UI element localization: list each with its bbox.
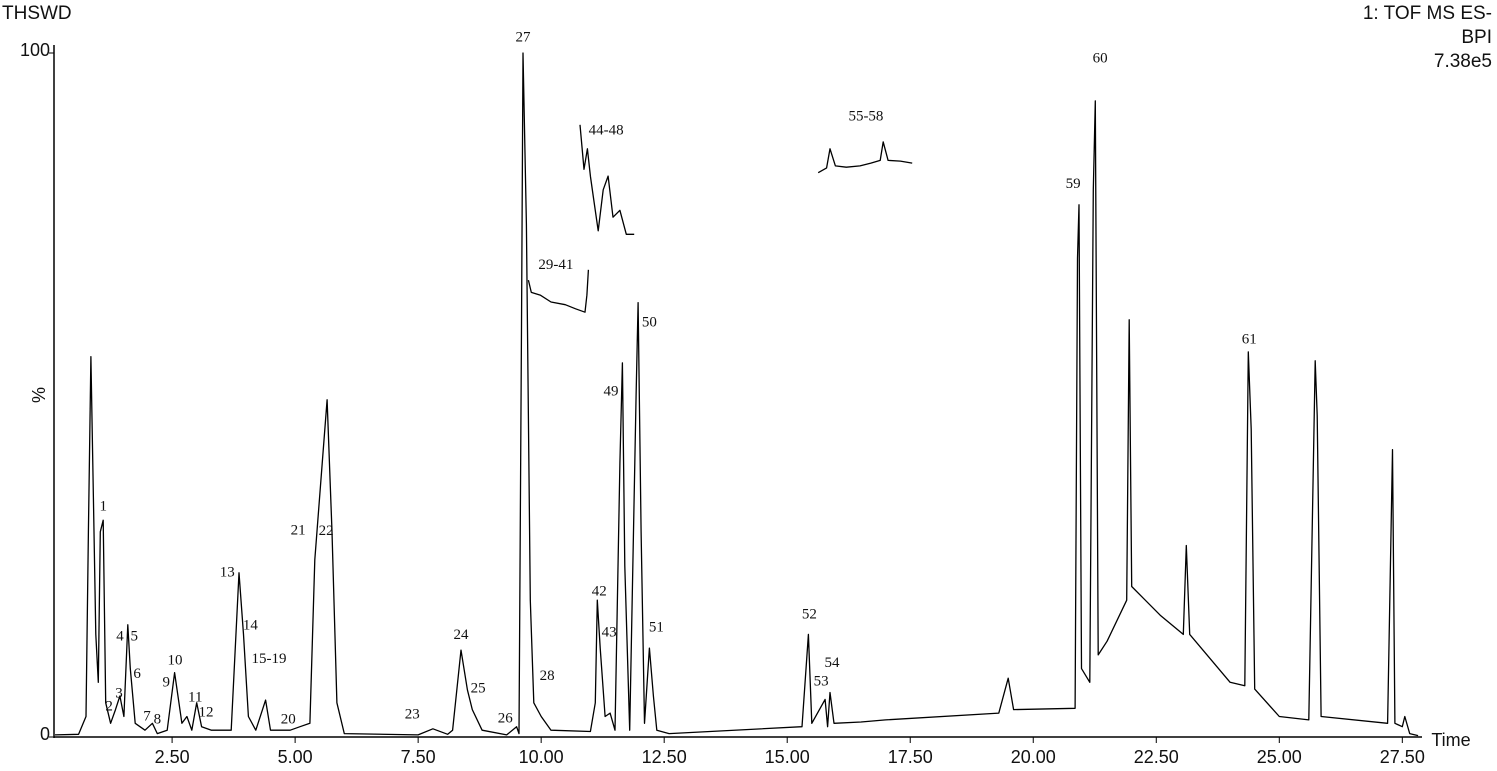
- peak-label: 5: [130, 629, 138, 645]
- peak-label: 42: [592, 583, 607, 599]
- peak-label: 15-19: [252, 651, 287, 667]
- info-line: 7.38e5: [1434, 51, 1492, 72]
- peak-label: 25: [471, 681, 486, 697]
- peak-label: 43: [602, 624, 617, 640]
- trace: [817, 141, 913, 174]
- peak-label: 21: [291, 523, 306, 539]
- peak-label: 54: [824, 655, 840, 671]
- y-tick-label: 100: [20, 40, 50, 60]
- trace: [579, 124, 635, 235]
- y-axis-label: %: [29, 387, 49, 403]
- x-tick-label: 27.50: [1380, 747, 1425, 767]
- x-axis-label: Time: [1431, 730, 1470, 750]
- peak-label: 23: [405, 707, 420, 723]
- peak-label: 2: [105, 698, 113, 714]
- peak-label: 8: [154, 711, 162, 727]
- peak-label: 20: [281, 711, 296, 727]
- x-tick-label: 10.00: [519, 747, 564, 767]
- x-tick-label: 20.00: [1011, 747, 1056, 767]
- x-tick-label: 12.50: [642, 747, 687, 767]
- peak-label: 26: [498, 711, 514, 727]
- peak-label: 60: [1093, 51, 1108, 67]
- peak-label: 12: [199, 704, 214, 720]
- peak-label: 59: [1066, 176, 1081, 192]
- peak-label: 27: [515, 29, 531, 45]
- peak-label: 53: [814, 674, 829, 690]
- info-line: 1: TOF MS ES-: [1363, 3, 1492, 24]
- peak-label: 52: [802, 607, 817, 623]
- peak-label: 28: [540, 668, 555, 684]
- peak-label: 24: [453, 627, 469, 643]
- peak-label: 29-41: [538, 257, 573, 273]
- x-tick-label: 17.50: [888, 747, 933, 767]
- peak-label: 9: [162, 674, 170, 690]
- peak-label: 55-58: [848, 109, 883, 125]
- peak-label: 4: [116, 629, 124, 645]
- y-tick-label: 0: [40, 724, 50, 744]
- x-tick-label: 25.00: [1257, 747, 1302, 767]
- peak-label: 7: [143, 709, 151, 725]
- peak-label: 49: [604, 384, 619, 400]
- peak-label: 11: [188, 689, 202, 705]
- trace: [54, 52, 1419, 737]
- chart-title: THSWD: [2, 3, 72, 24]
- peak-label: 22: [319, 523, 334, 539]
- x-tick-label: 7.50: [401, 747, 436, 767]
- x-tick-label: 5.00: [278, 747, 313, 767]
- info-line: BPI: [1461, 27, 1492, 48]
- peak-label: 1: [99, 499, 107, 515]
- peak-label: 3: [115, 685, 123, 701]
- peak-label: 51: [649, 620, 664, 636]
- x-tick-label: 22.50: [1134, 747, 1179, 767]
- peak-label: 44-48: [589, 122, 624, 138]
- trace: [527, 269, 590, 313]
- peak-label: 13: [220, 564, 235, 580]
- peak-label: 61: [1242, 332, 1257, 348]
- x-tick-label: 2.50: [155, 747, 190, 767]
- x-tick-label: 15.00: [765, 747, 810, 767]
- peak-label: 14: [243, 618, 259, 634]
- peak-label: 10: [168, 653, 183, 669]
- peak-label: 50: [642, 315, 657, 331]
- peak-label: 6: [133, 666, 141, 682]
